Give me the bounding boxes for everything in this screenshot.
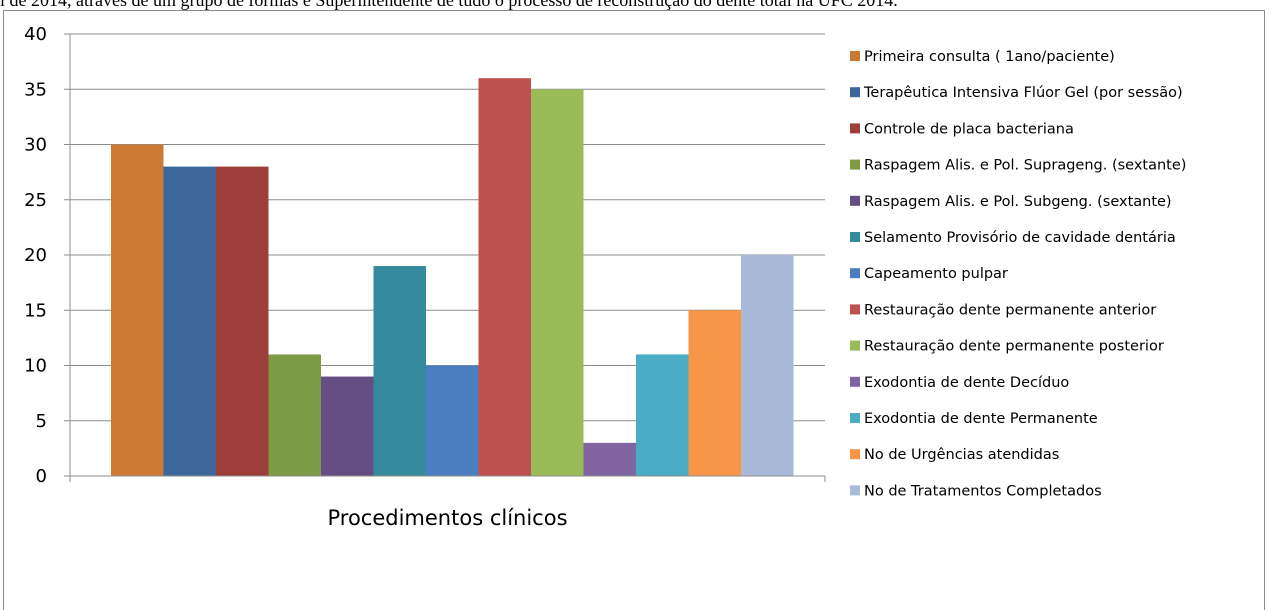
legend-item: Raspagem Alis. e Pol. Suprageng. (sextan… [850,158,1186,174]
y-tick-label: 25 [24,190,47,211]
bar [163,166,216,476]
legend-swatch [850,304,860,315]
legend-label: Restauração dente permanente anterior [864,302,1156,318]
y-tick-label: 40 [24,24,47,45]
legend-item: Restauração dente permanente posterior [850,339,1164,355]
bar [583,442,636,476]
legend-swatch [850,413,860,423]
legend-swatch [850,485,860,496]
bar [321,376,374,476]
legend-item: No de Urgências atendidas [850,447,1059,463]
bar [688,310,741,476]
legend-label: Terapêutica Intensiva Flúor Gel (por ses… [863,85,1183,101]
legend-label: Capeamento pulpar [864,266,1008,282]
legend-label: Controle de placa bacteriana [864,121,1074,137]
top-caption: i de 2014, através de um grupo de formas… [0,0,898,10]
y-tick-label: 20 [24,245,47,266]
legend-label: No de Tratamentos Completados [864,483,1102,499]
legend: Primeira consulta ( 1ano/paciente) Terapê… [850,49,1186,499]
y-axis-ticks: 0 5 10 15 20 25 30 35 40 [24,24,47,487]
bar [531,89,584,476]
legend-swatch [850,159,860,170]
legend-swatch [850,376,860,387]
legend-item: Exodontia de dente Permanente [850,411,1098,427]
bar [478,78,531,476]
legend-item: Terapêutica Intensiva Flúor Gel (por ses… [850,85,1183,101]
legend-label: No de Urgências atendidas [864,447,1059,463]
legend-item: Exodontia de dente Decíduo [850,375,1069,391]
bar [216,166,269,476]
legend-item: Controle de placa bacteriana [850,121,1074,137]
legend-label: Exodontia de dente Permanente [864,411,1098,427]
y-tick-label: 10 [24,356,47,377]
bar [268,354,321,476]
x-axis-label: Procedimentos clínicos [327,506,567,530]
bar [111,144,164,476]
bar [426,365,479,476]
legend-item: Raspagem Alis. e Pol. Subgeng. (sextante… [850,194,1172,210]
bar [373,266,426,476]
legend-label: Raspagem Alis. e Pol. Suprageng. (sextan… [864,158,1186,174]
legend-item: Primeira consulta ( 1ano/paciente) [850,49,1115,65]
legend-item: No de Tratamentos Completados [850,483,1102,499]
y-tick-label: 0 [36,466,47,487]
legend-swatch [850,340,860,351]
legend-item: Restauração dente permanente anterior [850,302,1156,318]
legend-label: Raspagem Alis. e Pol. Subgeng. (sextante… [864,194,1172,210]
legend-label: Selamento Provisório de cavidade dentári… [864,230,1176,246]
legend-swatch [850,268,860,279]
legend-label: Primeira consulta ( 1ano/paciente) [864,49,1115,65]
axes [69,34,826,482]
legend-item: Capeamento pulpar [850,266,1008,282]
legend-label: Exodontia de dente Decíduo [864,375,1069,391]
bars [111,78,794,476]
legend-item: Selamento Provisório de cavidade dentári… [850,230,1176,246]
legend-swatch [850,123,860,134]
bar [741,255,794,476]
y-tick-label: 35 [24,79,47,100]
bar [636,354,689,476]
legend-swatch [850,449,860,460]
legend-swatch [850,232,860,242]
y-tick-label: 15 [24,300,47,321]
legend-swatch [850,51,860,61]
y-tick-label: 30 [24,135,47,156]
legend-label: Restauração dente permanente posterior [864,339,1164,355]
legend-swatch [850,195,860,206]
y-tick-label: 5 [36,411,47,432]
legend-swatch [850,87,860,98]
